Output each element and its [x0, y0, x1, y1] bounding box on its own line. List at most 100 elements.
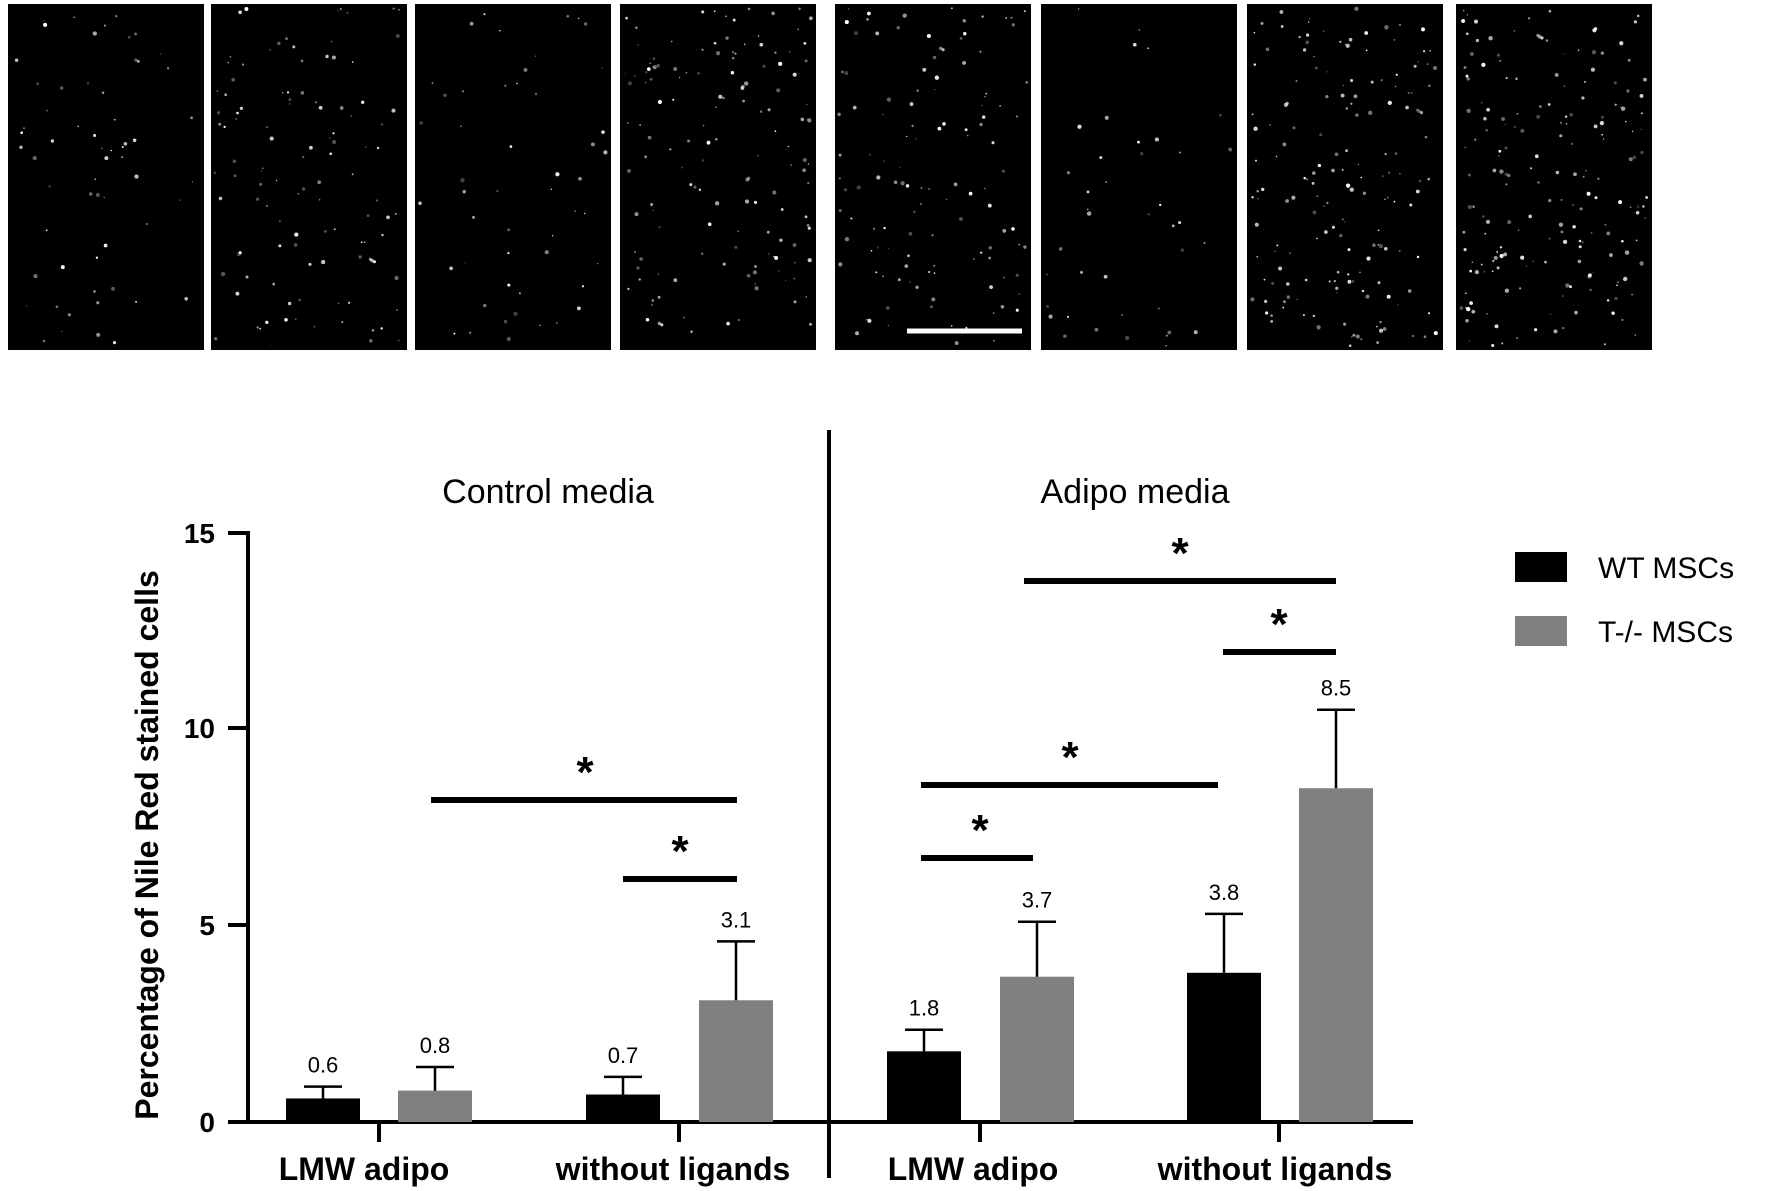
- micrograph-speck: [838, 153, 842, 157]
- micrograph-speck: [236, 111, 239, 115]
- micrograph-speck: [754, 265, 757, 268]
- data-label: 0.6: [308, 1053, 339, 1078]
- micrograph-speck: [1348, 37, 1353, 42]
- micrograph-speck: [1601, 115, 1604, 119]
- micrograph-speck: [1603, 343, 1607, 346]
- micrograph-speck: [988, 256, 991, 260]
- micrograph-speck: [673, 278, 678, 283]
- micrograph-speck: [1154, 137, 1159, 142]
- micrograph-speck: [1384, 247, 1388, 251]
- micrograph-speck: [1167, 330, 1172, 335]
- micrograph-speck: [96, 332, 101, 337]
- micrograph-speck: [55, 305, 59, 309]
- error-bar: [1018, 920, 1056, 977]
- micrograph-speck: [841, 70, 844, 74]
- micrograph-speck: [1253, 31, 1256, 34]
- micrograph-speck: [317, 180, 322, 185]
- micrograph-speck: [1345, 107, 1349, 110]
- micrograph-speck: [132, 138, 137, 143]
- micrograph-speck: [1066, 171, 1070, 175]
- micrograph-speck: [32, 155, 37, 161]
- micrograph-speck: [574, 210, 576, 212]
- micrograph-speck: [1078, 8, 1080, 10]
- micrograph-speck: [1018, 243, 1021, 246]
- micrograph-speck: [1015, 308, 1019, 312]
- micrograph-speck: [190, 116, 193, 120]
- micrograph-speck: [217, 111, 221, 115]
- micrograph-speck: [1313, 55, 1315, 58]
- micrograph-speck: [1548, 198, 1552, 203]
- micrograph-speck: [60, 265, 65, 270]
- bar: [1299, 788, 1373, 1122]
- micrograph-speck: [94, 178, 97, 180]
- micrograph-speck: [958, 217, 963, 221]
- micrograph-speck: [1336, 270, 1340, 274]
- micrograph-speck: [701, 159, 705, 162]
- micrograph-speck: [934, 75, 940, 80]
- micrograph-speck: [1517, 229, 1520, 231]
- micrograph-speck: [1597, 177, 1600, 180]
- micrograph-speck: [220, 271, 226, 277]
- micrograph-speck: [504, 84, 507, 87]
- micrograph-speck: [687, 139, 691, 143]
- micrograph-speck: [1357, 163, 1360, 166]
- micrograph-speck: [1639, 93, 1644, 98]
- micrograph-speck: [1498, 154, 1500, 157]
- micrograph-speck: [1254, 159, 1258, 162]
- micrograph-speck: [460, 125, 462, 128]
- micrograph-speck: [1488, 36, 1493, 41]
- micrograph-speck: [798, 7, 801, 11]
- micrograph-speck: [1077, 124, 1082, 129]
- micrograph-speck: [329, 152, 333, 156]
- micrograph-speck: [657, 295, 661, 299]
- micrograph-speck: [754, 286, 759, 291]
- micrograph-speck: [213, 171, 217, 175]
- micrograph-speck: [927, 270, 931, 274]
- micrograph-panel: [1247, 4, 1443, 350]
- data-label: 0.7: [608, 1043, 639, 1068]
- micrograph-speck: [1584, 81, 1586, 83]
- micrograph-speck: [1366, 256, 1371, 261]
- error-bar: [905, 1028, 943, 1052]
- micrograph-speck: [293, 243, 298, 247]
- micrograph-speck: [1416, 255, 1420, 259]
- micrograph-speck: [1306, 178, 1309, 181]
- micrograph-speck: [1621, 240, 1624, 243]
- micrograph-speck: [95, 192, 100, 198]
- micrograph-speck: [1360, 338, 1363, 341]
- micrograph-speck: [61, 330, 63, 332]
- micrograph-speck: [235, 291, 240, 296]
- micrograph-speck: [657, 99, 663, 105]
- micrograph-speck: [715, 106, 717, 108]
- micrograph-speck: [159, 53, 162, 56]
- micrograph-speck: [229, 55, 232, 58]
- micrograph-speck: [899, 166, 901, 169]
- micrograph-speck: [1291, 195, 1296, 200]
- micrograph-speck: [245, 275, 249, 279]
- micrograph-speck: [380, 327, 383, 330]
- micrograph-speck: [371, 329, 375, 332]
- micrograph-speck: [503, 320, 508, 324]
- micrograph-speck: [693, 185, 697, 189]
- micrograph-speck: [1380, 79, 1383, 82]
- micrograph-speck: [893, 180, 898, 185]
- micrograph-speck: [1534, 154, 1539, 159]
- micrograph-speck: [992, 312, 995, 314]
- significance-star: *: [1270, 600, 1288, 649]
- micrograph-speck: [318, 105, 323, 110]
- micrograph-speck: [941, 48, 945, 52]
- category-label: without ligands: [555, 1151, 791, 1187]
- micrograph-speck: [627, 287, 630, 290]
- micrograph-panel: [835, 4, 1031, 350]
- micrograph-speck: [341, 321, 344, 323]
- micrograph-speck: [844, 237, 850, 242]
- micrograph-speck: [325, 54, 329, 59]
- micrograph-speck: [1496, 266, 1500, 270]
- micrograph-speck: [1361, 289, 1365, 293]
- micrograph-speck: [673, 67, 678, 71]
- micrograph-speck: [1565, 283, 1570, 288]
- micrograph-speck: [1537, 181, 1540, 184]
- micrograph-speck: [50, 139, 55, 143]
- micrograph-speck: [231, 77, 236, 82]
- micrograph-speck: [1516, 336, 1519, 340]
